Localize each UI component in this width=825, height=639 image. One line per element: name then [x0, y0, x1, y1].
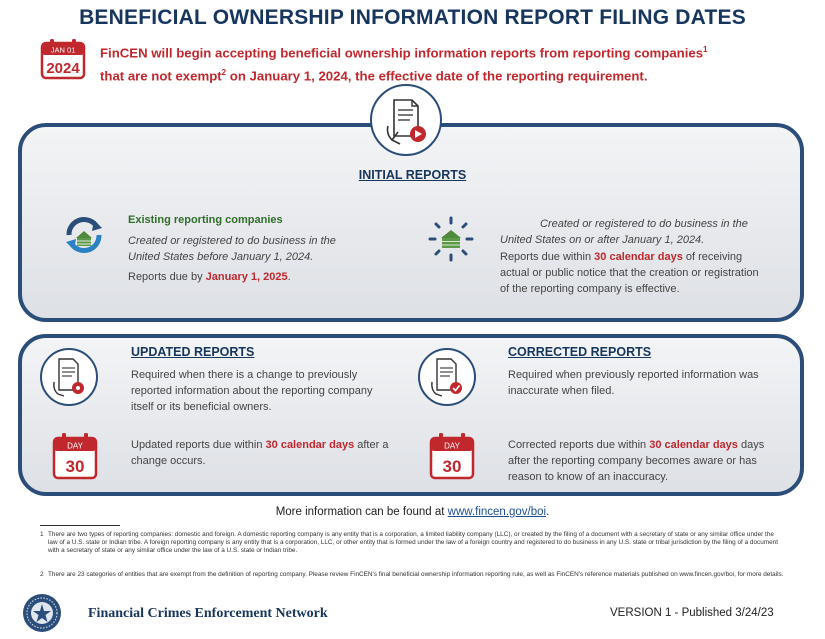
- intro-line2b: on January 1, 2024, the effective date o…: [226, 68, 648, 84]
- footnote-ref-1: 1: [703, 45, 708, 54]
- updated-reports-due: Updated reports due within 30 calendar d…: [131, 437, 396, 469]
- day-30-calendar-icon: DAY 30: [52, 433, 98, 480]
- initial-reports-panel: [18, 123, 804, 322]
- initial-reports-heading: INITIAL REPORTS: [358, 168, 467, 182]
- day-label: DAY: [67, 442, 84, 451]
- treasury-seal-logo: [23, 594, 61, 632]
- new-companies-due: Reports due within 30 calendar days of r…: [500, 249, 770, 297]
- updated-due-prefix: Updated reports due within: [131, 439, 266, 451]
- footnote-1-number: 1: [40, 531, 44, 538]
- corrected-reports-heading: CORRECTED REPORTS: [508, 345, 652, 359]
- intro-line1: FinCEN will begin accepting beneficial o…: [100, 45, 704, 61]
- new-due-suffix: of receiving actual or public notice tha…: [500, 251, 759, 295]
- day-label: DAY: [444, 442, 461, 451]
- more-info: More information can be found at www.fin…: [0, 506, 825, 518]
- intro-line2a: that are not exempt: [100, 68, 222, 84]
- document-update-icon: [53, 358, 84, 397]
- corrected-due-suffix: days after the reporting company becomes…: [508, 439, 765, 483]
- document-circle: [370, 84, 442, 156]
- organization-name: Financial Crimes Enforcement Network: [88, 606, 328, 621]
- corrected-doc-circle: [418, 348, 476, 406]
- updated-reports-desc: Required when there is a change to previ…: [131, 369, 373, 413]
- updated-due-suffix: after a change occurs.: [131, 439, 389, 467]
- new-due-highlight: 30 calendar days: [594, 251, 683, 263]
- calendar-year: 2024: [46, 60, 80, 77]
- footnote-divider: [40, 525, 120, 526]
- intro-text: FinCEN will begin accepting beneficial o…: [100, 40, 800, 87]
- recycle-building-icon: [66, 216, 102, 254]
- day-number: 30: [443, 457, 462, 476]
- document-check-icon: [431, 358, 462, 397]
- calendar-month: JAN 01: [51, 46, 76, 55]
- footnote-2-text: There are 23 categories of entities that…: [48, 571, 784, 578]
- updated-due-highlight: 30 calendar days: [265, 439, 355, 451]
- corrected-due-highlight: 30 calendar days: [649, 439, 738, 451]
- existing-due-prefix: Reports due by: [128, 271, 206, 283]
- footnote-ref-2: 2: [221, 68, 227, 78]
- updated-reports-heading: UPDATED REPORTS: [131, 345, 255, 359]
- new-companies-desc: Created or registered to do business in …: [500, 218, 748, 246]
- more-info-prefix: More information can be found at: [275, 506, 448, 518]
- fincen-boi-link[interactable]: www.fincen.gov/boi: [447, 506, 547, 518]
- updated-doc-circle: [40, 348, 98, 406]
- day-30-calendar-icon: DAY 30: [429, 433, 475, 480]
- updated-corrected-panel: [18, 334, 804, 496]
- corrected-due-prefix: Corrected reports due within: [508, 439, 650, 451]
- day-number: 30: [66, 457, 85, 476]
- more-info-suffix: .: [546, 506, 550, 518]
- footnote-1-text: There are two types of reporting compani…: [48, 531, 778, 555]
- footnote-1: 1 There are two types of reporting compa…: [40, 531, 785, 556]
- existing-companies-heading: Existing reporting companies: [128, 214, 283, 226]
- existing-due-suffix: .: [287, 271, 291, 283]
- footnote-2: 2 There are 23 categories of entities th…: [40, 571, 785, 579]
- document-submit-icon: [386, 99, 426, 145]
- version-label: VERSION 1 - Published 3/24/23: [610, 607, 774, 619]
- existing-companies-due: Reports due by January 1, 2025.: [128, 269, 368, 285]
- page-title: BENEFICIAL OWNERSHIP INFORMATION REPORT …: [79, 6, 746, 29]
- corrected-reports-due: Corrected reports due within 30 calendar…: [508, 437, 773, 485]
- existing-due-date: January 1, 2025: [205, 271, 288, 283]
- new-due-prefix: Reports due within: [500, 251, 595, 263]
- footnote-2-number: 2: [40, 571, 44, 578]
- calendar-2024-icon: JAN 01 2024: [40, 39, 86, 80]
- corrected-reports-desc: Required when previously reported inform…: [508, 369, 759, 397]
- new-building-icon: [428, 216, 474, 262]
- existing-companies-desc: Created or registered to do business in …: [128, 235, 336, 263]
